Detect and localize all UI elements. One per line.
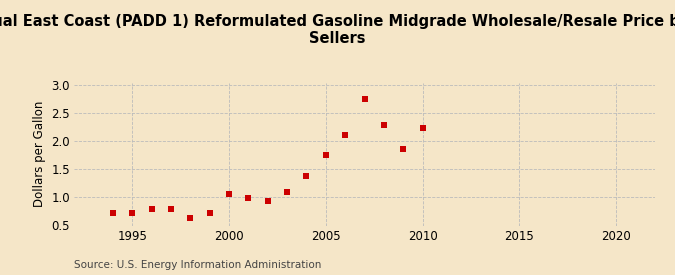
Point <box>243 196 254 200</box>
Point <box>398 147 408 151</box>
Point <box>379 123 389 127</box>
Point <box>359 97 370 101</box>
Point <box>263 199 273 204</box>
Point <box>223 192 234 196</box>
Point <box>146 207 157 211</box>
Point <box>205 211 215 215</box>
Y-axis label: Dollars per Gallon: Dollars per Gallon <box>33 101 46 207</box>
Text: Source: U.S. Energy Information Administration: Source: U.S. Energy Information Administ… <box>74 260 321 270</box>
Point <box>301 174 312 178</box>
Text: Annual East Coast (PADD 1) Reformulated Gasoline Midgrade Wholesale/Resale Price: Annual East Coast (PADD 1) Reformulated … <box>0 14 675 46</box>
Point <box>417 126 428 130</box>
Point <box>107 211 118 215</box>
Point <box>185 216 196 220</box>
Point <box>281 190 292 195</box>
Point <box>321 153 331 157</box>
Point <box>340 133 350 137</box>
Point <box>127 210 138 215</box>
Point <box>165 207 176 211</box>
